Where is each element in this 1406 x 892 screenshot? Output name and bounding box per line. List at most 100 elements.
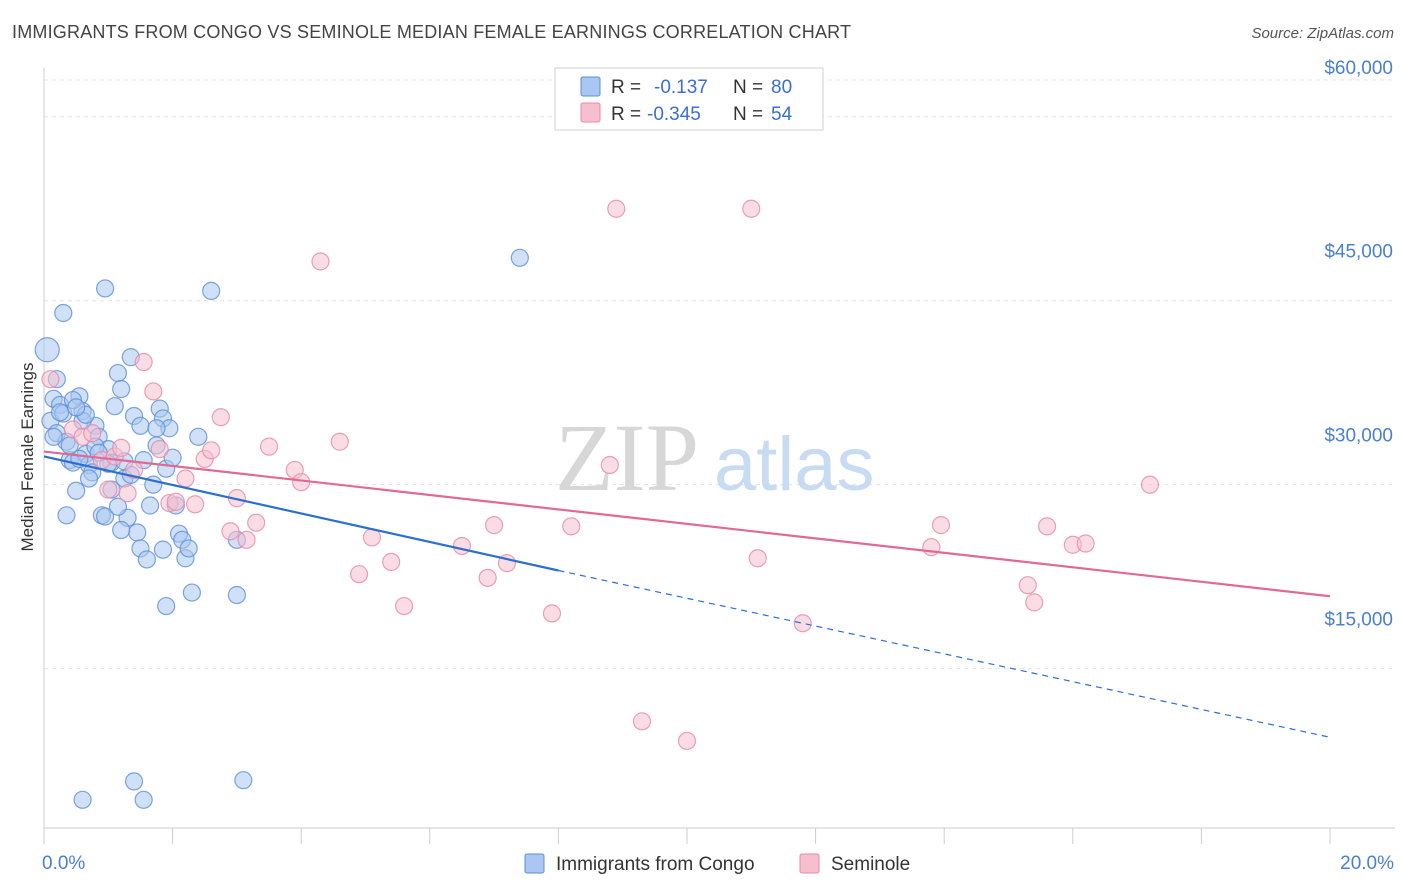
legend-r-label: R = [611, 104, 641, 125]
congo-point-59 [157, 596, 176, 616]
seminole-point-10 [134, 352, 153, 372]
seminole-point-15 [176, 469, 195, 488]
legend-swatch-seminole [580, 102, 601, 123]
y-tick-label-3: $60,000 [1324, 58, 1393, 79]
seminole-point-18 [202, 441, 221, 460]
congo-point-74 [147, 419, 166, 438]
legend-n-value-seminole: 54 [771, 104, 793, 125]
series-legend: Immigrants from Congo Seminole [524, 853, 910, 875]
congo-point-22 [108, 363, 128, 383]
congo-point-9 [67, 481, 86, 500]
seminole-point-41 [632, 712, 652, 731]
series-seminole-points [41, 199, 1160, 751]
seminole-point-0 [41, 370, 60, 389]
chart-title: IMMIGRANTS FROM CONGO VS SEMINOLE MEDIAN… [12, 22, 852, 42]
congo-point-67 [50, 403, 70, 422]
y-axis-title: Median Female Earnings [18, 363, 37, 552]
legend-n-label: N = [733, 104, 763, 125]
x-tick-label-0: 0.0% [42, 853, 85, 874]
watermark-zip: ZIP [555, 404, 699, 511]
congo-point-32 [140, 496, 160, 515]
congo-point-45 [182, 583, 201, 602]
congo-point-60 [227, 585, 246, 605]
seminole-point-48 [1018, 576, 1037, 595]
legend-n-label: N = [733, 77, 763, 98]
congo-point-70 [108, 497, 128, 516]
congo-point-0 [34, 337, 60, 363]
legend-r-value-seminole: -0.345 [647, 104, 701, 125]
congo-point-79 [153, 540, 173, 559]
congo-point-64 [124, 772, 144, 791]
seminole-point-40 [607, 199, 626, 218]
seminole-point-29 [349, 565, 369, 584]
correlation-legend: R = -0.137 N = 80 R = -0.345 N = 54 [554, 67, 824, 131]
watermark-atlas: atlas [714, 422, 875, 507]
congo-point-18 [95, 507, 115, 526]
bottom-legend-swatch-seminole [799, 853, 820, 874]
x-tick-labels: 0.0% 20.0% [42, 853, 1394, 874]
congo-point-62 [510, 248, 529, 267]
seminole-point-28 [330, 432, 349, 451]
congo-point-63 [73, 790, 92, 809]
seminole-point-19 [211, 408, 230, 427]
trend-line-seminole [43, 450, 1331, 598]
seminole-point-43 [742, 199, 761, 218]
congo-point-31 [137, 550, 156, 569]
legend-r-value-congo: -0.137 [654, 77, 708, 98]
seminole-point-34 [478, 568, 497, 587]
congo-point-57 [112, 520, 131, 540]
trend-line-congo-extension [558, 569, 1331, 738]
seminole-point-24 [259, 437, 279, 456]
seminole-point-8 [118, 484, 137, 503]
congo-point-55 [79, 469, 99, 488]
x-tick-label-1: 20.0% [1340, 853, 1394, 874]
y-tick-labels: $15,000 $30,000 $45,000 $60,000 [1324, 58, 1393, 631]
seminole-point-37 [542, 604, 562, 623]
legend-swatch-congo [580, 76, 601, 97]
seminole-point-50 [1037, 517, 1057, 536]
seminole-point-35 [485, 516, 504, 535]
seminole-point-16 [186, 495, 205, 514]
seminole-point-38 [562, 517, 581, 536]
seminole-point-45 [793, 614, 812, 633]
source-credit: Source: ZipAtlas.com [1251, 25, 1394, 42]
bottom-legend-label-seminole: Seminole [831, 854, 910, 875]
congo-point-23 [112, 379, 131, 399]
watermark: ZIP atlas [555, 404, 875, 511]
congo-point-28 [128, 523, 147, 542]
bottom-legend-swatch-congo [524, 853, 545, 874]
seminole-point-32 [394, 596, 414, 616]
congo-point-46 [54, 303, 73, 323]
seminole-point-11 [144, 382, 163, 401]
congo-point-65 [134, 790, 153, 809]
seminole-point-33 [452, 536, 472, 556]
congo-point-66 [234, 771, 253, 790]
congo-point-21 [105, 397, 124, 416]
seminole-point-20 [221, 522, 240, 541]
seminole-point-12 [150, 439, 169, 459]
seminole-point-42 [677, 731, 697, 751]
y-tick-label-2: $45,000 [1324, 242, 1393, 263]
y-tick-label-1: $30,000 [1324, 426, 1393, 447]
seminole-point-44 [748, 549, 767, 568]
seminole-point-14 [166, 492, 185, 511]
congo-point-76 [44, 427, 63, 446]
seminole-point-27 [311, 252, 330, 271]
seminole-point-3 [83, 424, 102, 443]
trend-lines [43, 450, 1331, 738]
axes [43, 68, 1395, 844]
seminole-point-53 [1140, 475, 1160, 494]
congo-point-56 [131, 416, 150, 435]
seminole-point-39 [600, 455, 619, 475]
seminole-point-23 [247, 513, 266, 532]
congo-point-44 [179, 539, 198, 558]
seminole-point-5 [99, 480, 118, 499]
bottom-legend-label-congo: Immigrants from Congo [556, 854, 755, 875]
trend-line-congo [43, 455, 559, 572]
congo-point-48 [202, 281, 221, 301]
y-tick-label-0: $15,000 [1324, 610, 1393, 631]
series-congo-points [34, 248, 529, 809]
legend-n-value-congo: 80 [771, 77, 792, 98]
congo-point-54 [57, 506, 76, 525]
